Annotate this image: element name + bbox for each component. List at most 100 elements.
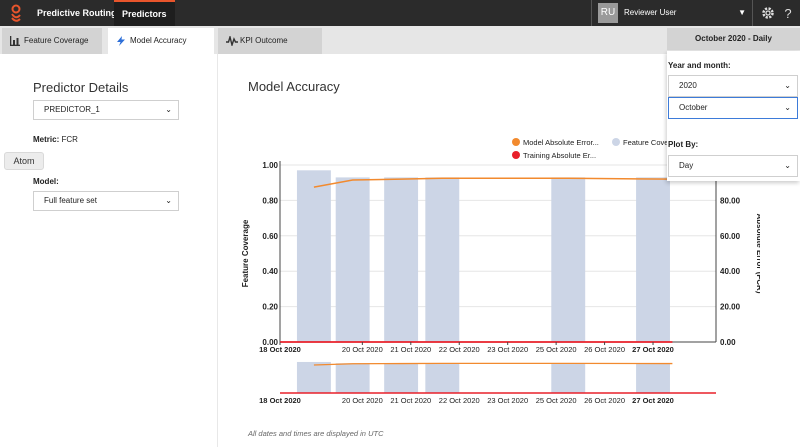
navigator-tick-label: 21 Oct 2020 xyxy=(390,396,431,405)
x-tick-label: 21 Oct 2020 xyxy=(390,345,431,354)
tab-kpi-outcome[interactable]: KPI Outcome xyxy=(218,28,322,54)
navigator-tick-label: 27 Oct 2020 xyxy=(632,396,674,405)
coverage-bar xyxy=(335,177,370,342)
legend-dot xyxy=(612,138,620,146)
y2-tick-label: 20.00 xyxy=(720,303,741,312)
chevron-down-icon: ⌄ xyxy=(784,161,791,170)
legend-dot xyxy=(512,138,520,146)
y2-axis-title: Absolute Error (FCR) xyxy=(755,214,760,294)
month-select[interactable]: October ⌄ xyxy=(668,97,798,119)
y-tick-label: 0.80 xyxy=(262,196,278,205)
chevron-down-icon: ⌄ xyxy=(165,105,172,114)
navigator-tick-label: 25 Oct 2020 xyxy=(536,396,577,405)
coverage-bar xyxy=(551,177,586,342)
legend-training-error[interactable]: Training Absolute Er... xyxy=(512,151,596,160)
navigator-bar xyxy=(384,363,419,393)
x-tick-label: 20 Oct 2020 xyxy=(342,345,383,354)
model-label: Model: xyxy=(33,177,59,186)
predictor-select-value: PREDICTOR_1 xyxy=(44,105,100,114)
chevron-down-icon: ▼ xyxy=(738,8,746,17)
y2-tick-label: 60.00 xyxy=(720,232,741,241)
top-navigation-bar: Predictive Routing Predictors RU Reviewe… xyxy=(0,0,800,26)
plot-by-label: Plot By: xyxy=(668,140,699,149)
year-select-value: 2020 xyxy=(679,81,697,90)
tab-label: Model Accuracy xyxy=(130,36,187,45)
navigator-bar xyxy=(335,363,370,393)
navigator-bar xyxy=(636,363,670,393)
legend-dot xyxy=(512,151,520,159)
tab-label: KPI Outcome xyxy=(240,36,288,45)
user-menu[interactable]: RU Reviewer User ▼ xyxy=(591,0,753,26)
navigator-tick-label: 18 Oct 2020 xyxy=(259,396,301,405)
lightning-icon xyxy=(117,36,125,46)
chevron-down-icon: ⌄ xyxy=(784,81,791,90)
predictor-details-panel: Predictor Details PREDICTOR_1 ⌄ Metric: … xyxy=(0,54,218,447)
model-accuracy-title: Model Accuracy xyxy=(248,79,340,94)
bar-chart-icon xyxy=(10,36,20,46)
coverage-bar xyxy=(636,177,670,342)
year-select[interactable]: 2020 ⌄ xyxy=(668,75,798,97)
navigator-model-line xyxy=(313,362,673,366)
navigator-bar xyxy=(425,363,460,393)
avatar: RU xyxy=(598,3,618,23)
pulse-icon xyxy=(226,36,238,46)
gear-icon[interactable] xyxy=(760,5,776,21)
month-select-value: October xyxy=(679,103,708,112)
x-tick-label: 25 Oct 2020 xyxy=(536,345,577,354)
predictor-details-title: Predictor Details xyxy=(33,80,129,95)
metric-label: Metric: xyxy=(33,135,60,144)
metric-row: Metric: FCR xyxy=(33,135,78,144)
model-error-line xyxy=(313,177,673,188)
navigator-tick-label: 23 Oct 2020 xyxy=(487,396,528,405)
nav-predictive-routing[interactable]: Predictive Routing xyxy=(37,8,117,18)
chart-navigator[interactable]: 18 Oct 2020 20 Oct 2020 21 Oct 2020 22 Oct … xyxy=(230,355,760,410)
x-tick-label: 22 Oct 2020 xyxy=(439,345,480,354)
model-select-value: Full feature set xyxy=(44,196,97,205)
y-tick-label: 0.40 xyxy=(262,267,278,276)
model-label-text: Model: xyxy=(33,177,59,186)
chevron-down-icon: ⌄ xyxy=(165,196,172,205)
coverage-bar xyxy=(425,177,460,342)
legend-feature-coverage[interactable]: Feature Cove xyxy=(612,138,668,147)
y-tick-label: 0.20 xyxy=(262,303,278,312)
tab-feature-coverage[interactable]: Feature Coverage xyxy=(2,28,102,54)
navigator-tick-label: 22 Oct 2020 xyxy=(439,396,480,405)
x-tick-label: 27 Oct 2020 xyxy=(632,345,674,354)
tab-label: Feature Coverage xyxy=(24,36,89,45)
help-icon[interactable]: ? xyxy=(780,5,796,21)
x-tick-label: 23 Oct 2020 xyxy=(487,345,528,354)
tab-model-accuracy[interactable]: Model Accuracy xyxy=(108,28,214,54)
predictor-select[interactable]: PREDICTOR_1 ⌄ xyxy=(33,100,179,120)
utc-footnote: All dates and times are displayed in UTC xyxy=(248,429,384,438)
year-month-label: Year and month: xyxy=(668,61,731,70)
legend-label: Training Absolute Er... xyxy=(523,151,597,160)
legend-label: Feature Cove xyxy=(623,138,669,147)
y2-tick-label: 80.00 xyxy=(720,196,741,205)
x-tick-label: 18 Oct 2020 xyxy=(259,345,301,354)
plot-by-select-value: Day xyxy=(679,161,694,170)
y-axis-title: Feature Coverage xyxy=(241,219,250,287)
navigator-bar xyxy=(296,361,331,393)
atom-button[interactable]: Atom xyxy=(4,152,44,170)
coverage-bar xyxy=(296,170,331,342)
y-tick-label: 1.00 xyxy=(262,161,278,170)
model-select[interactable]: Full feature set ⌄ xyxy=(33,191,179,211)
y-tick-label: 0.00 xyxy=(262,338,278,347)
nav-predictors[interactable]: Predictors xyxy=(114,0,175,26)
plot-by-select[interactable]: Day ⌄ xyxy=(668,155,798,177)
chevron-down-icon: ⌄ xyxy=(784,103,791,112)
y2-tick-label: 0.00 xyxy=(720,338,736,347)
date-range-button[interactable]: October 2020 - Daily xyxy=(667,28,800,50)
model-accuracy-chart: 0.00 0.20 0.40 0.60 0.80 1.00 0.00 20.00 40.00 60… xyxy=(241,161,760,354)
legend-model-error[interactable]: Model Absolute Error... xyxy=(512,138,599,147)
date-dropdown-panel: Year and month: 2020 ⌄ October ⌄ Plot By… xyxy=(667,51,800,181)
y2-tick-label: 40.00 xyxy=(720,267,741,276)
genesys-logo-icon xyxy=(11,4,21,22)
user-name: Reviewer User xyxy=(624,8,677,17)
coverage-bar xyxy=(384,177,419,342)
x-tick-label: 26 Oct 2020 xyxy=(584,345,625,354)
metric-value: FCR xyxy=(61,135,78,144)
svg-text:?: ? xyxy=(784,6,791,21)
y-tick-label: 0.60 xyxy=(262,232,278,241)
tab-bar: Feature Coverage Model Accuracy KPI Outc… xyxy=(0,26,800,54)
